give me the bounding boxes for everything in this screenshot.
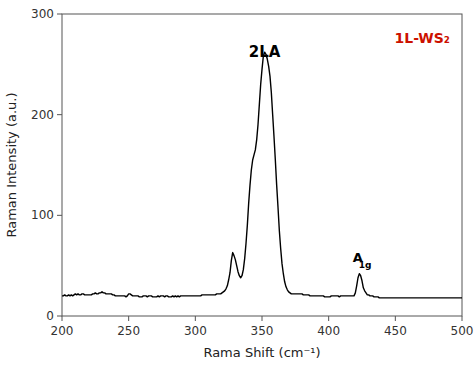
plot-area [62,52,462,298]
y-tick [57,215,62,216]
plot-frame [62,14,462,316]
x-tick [62,316,63,321]
x-tick [462,316,463,321]
annotation: 1g [359,260,372,270]
x-tick [328,316,329,321]
x-tick-label: 300 [184,324,207,338]
spectrum-line [62,52,462,298]
x-tick [128,316,129,321]
annotation: 2LA [249,43,281,61]
y-tick-label: 0 [46,309,54,323]
y-tick [57,14,62,15]
y-tick-label: 100 [31,208,54,222]
x-tick [195,316,196,321]
x-tick-label: 450 [384,324,407,338]
x-tick-label: 500 [451,324,474,338]
x-tick-label: 400 [317,324,340,338]
y-tick-label: 200 [31,108,54,122]
y-tick-label: 300 [31,7,54,21]
sample-label: 1L-WS₂ [394,30,450,46]
chart: 200 250 300 350 400 450 500 0 100 200 300 Rama Shif… [0,0,474,369]
x-tick [395,316,396,321]
y-axis-label: Raman Intensity (a.u.) [4,92,19,237]
y-tick [57,316,62,317]
x-tick [262,316,263,321]
x-tick-label: 350 [251,324,274,338]
y-tick [57,114,62,115]
x-axis-label: Rama Shift (cm⁻¹) [203,345,320,360]
x-tick-label: 250 [117,324,140,338]
x-tick-label: 200 [51,324,74,338]
